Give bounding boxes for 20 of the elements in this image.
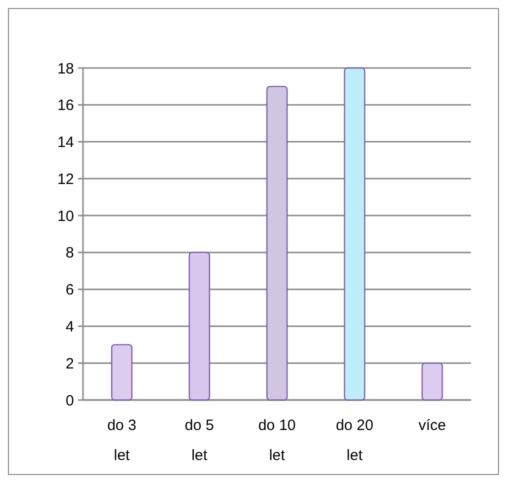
x-tick-label: do 20 let [336,417,374,464]
x-tick-label: do 10 let [258,417,296,464]
y-tick-label: 8 [66,244,74,262]
bar [188,252,210,401]
y-tick-label: 4 [66,318,74,336]
bar [111,344,132,401]
bar [422,362,443,401]
y-tick-label: 2 [66,355,74,372]
y-tick-label: 6 [66,282,74,299]
y-tick-label: 16 [57,97,74,114]
y-tick-label: 10 [57,208,74,225]
x-tick-label: do 3 let [107,417,136,464]
y-tick-label: 12 [57,170,74,188]
x-tick-label: do 5 let [184,417,214,464]
bar [344,67,366,401]
y-tick-label: 14 [57,134,74,152]
y-tick-label: 0 [66,392,74,410]
x-tick-label: více [418,417,446,434]
y-tick-label: 18 [57,60,74,78]
bar [266,86,288,401]
